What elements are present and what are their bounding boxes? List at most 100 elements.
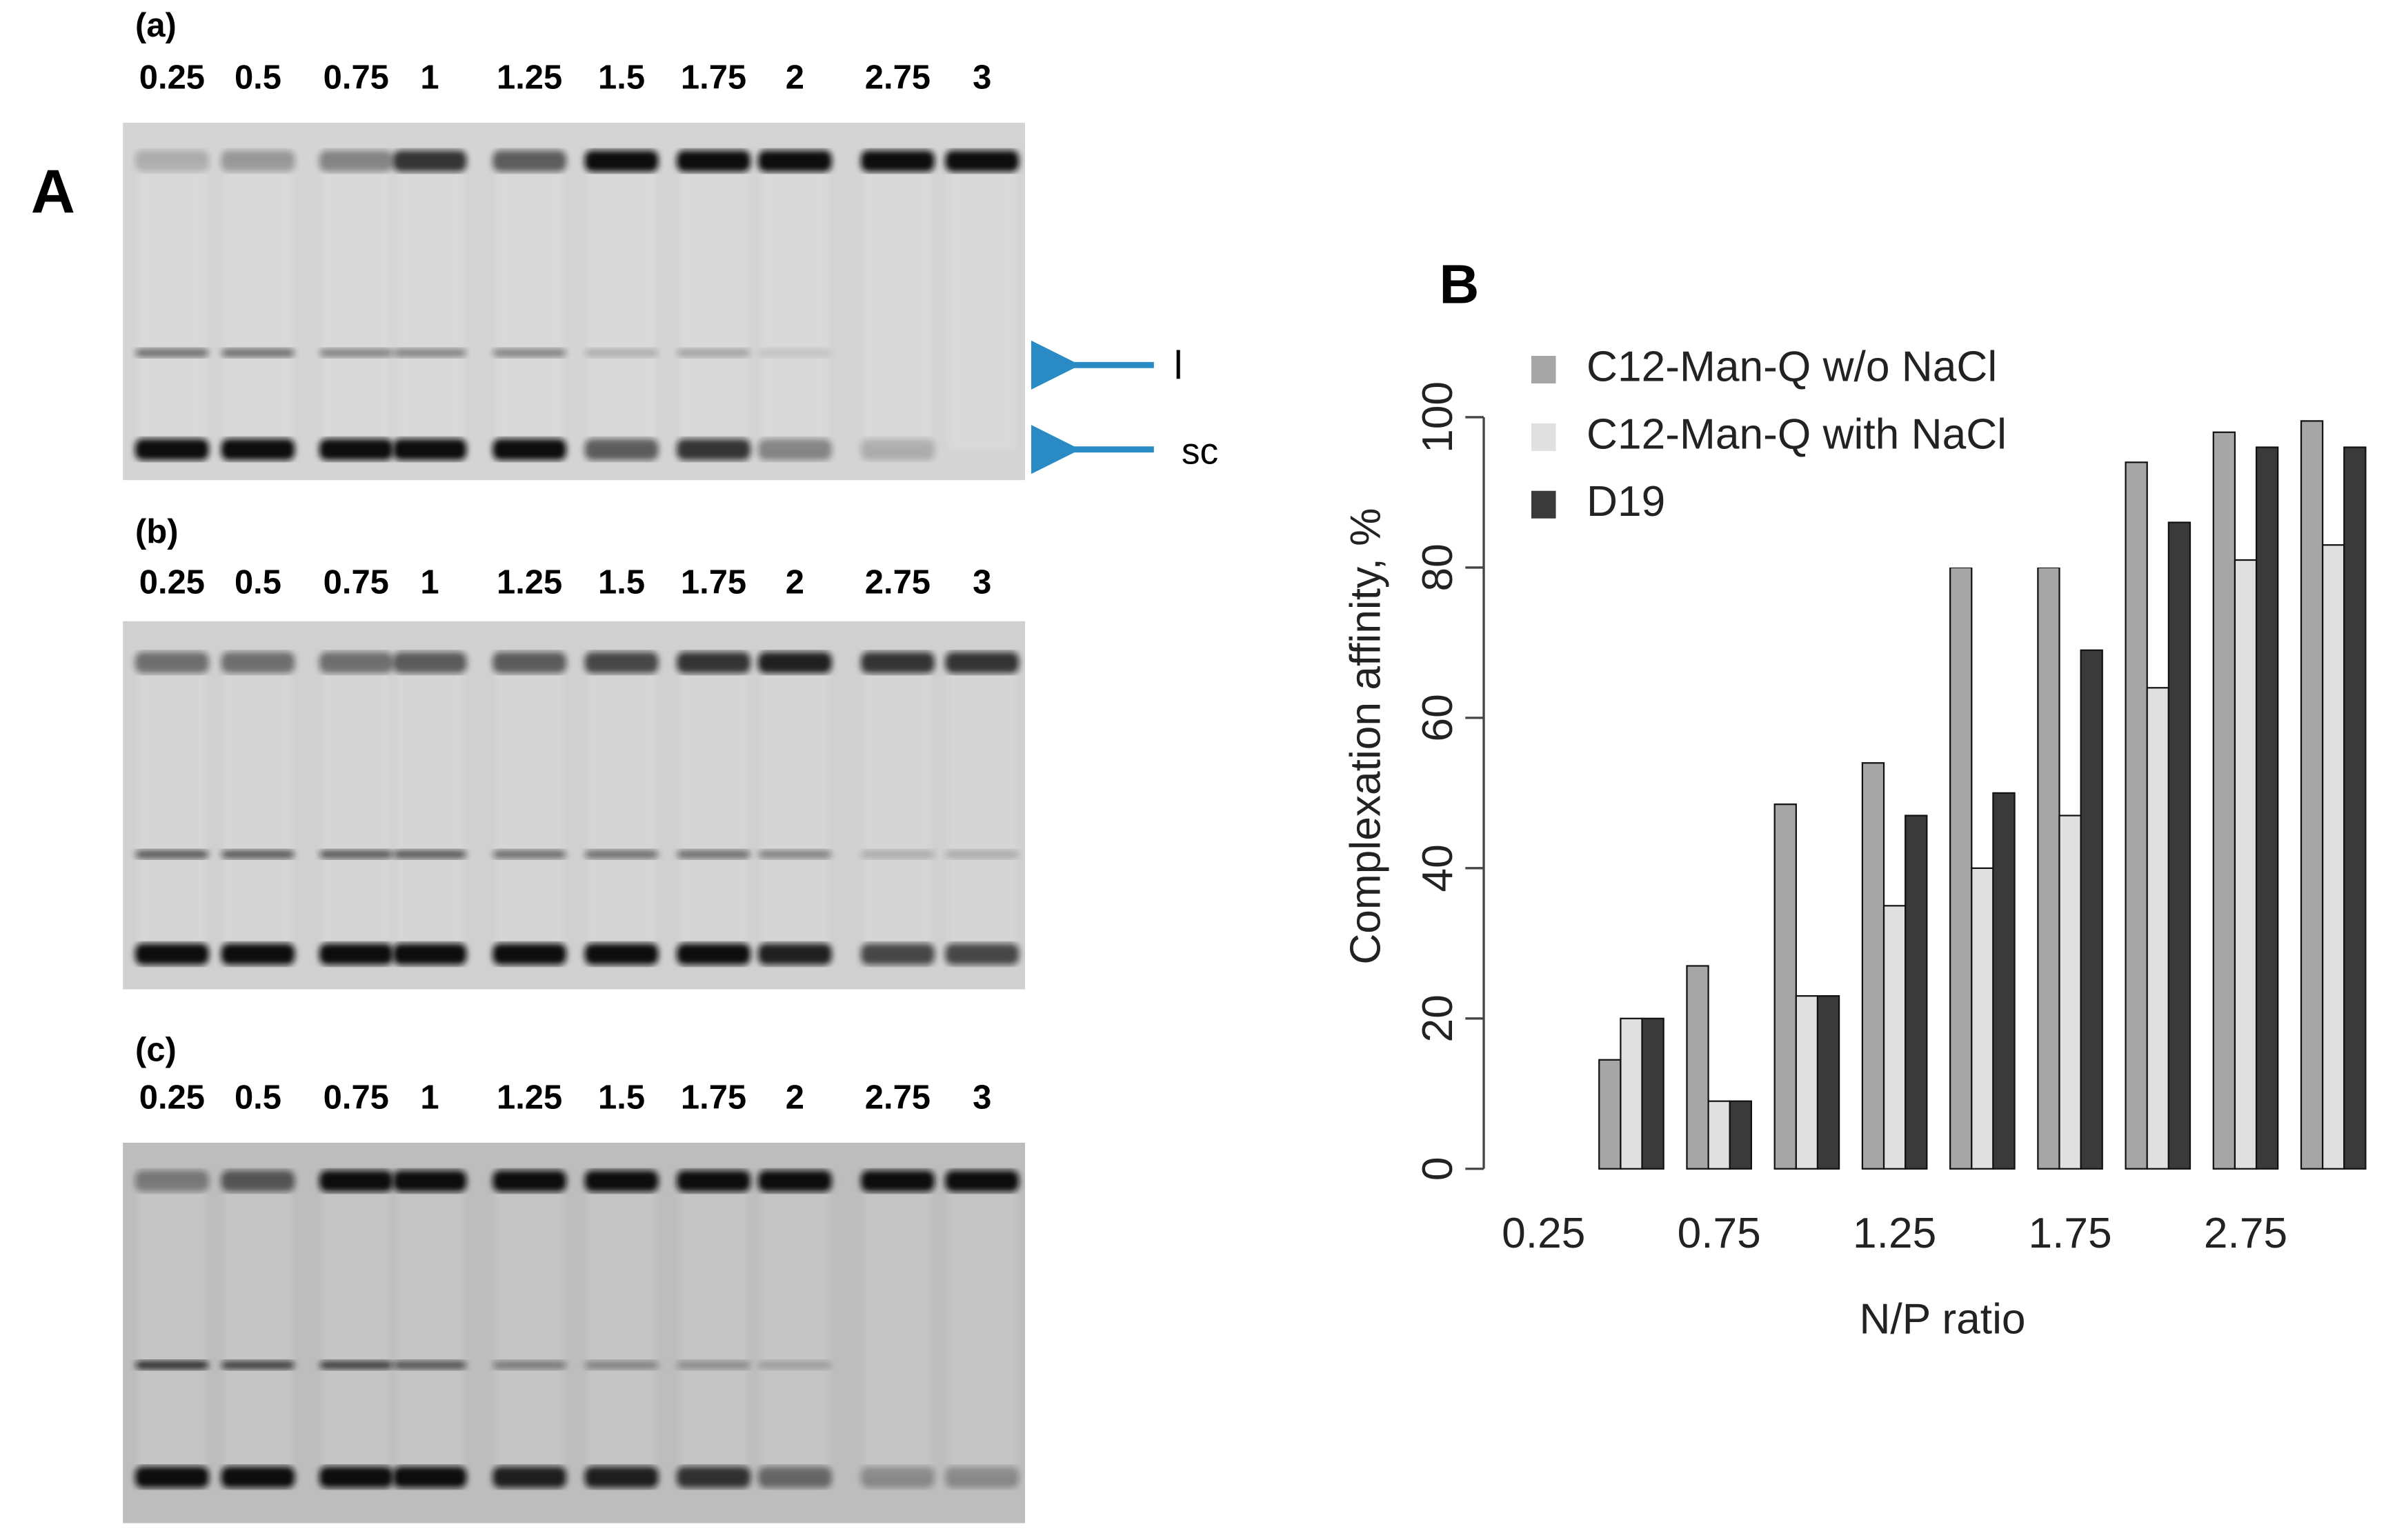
band: [758, 150, 832, 172]
bar: [2146, 687, 2169, 1170]
bar: [2080, 649, 2103, 1170]
band: [135, 1466, 209, 1488]
bar: [1949, 566, 1973, 1170]
band: [221, 439, 295, 461]
lane-label: 1.5: [598, 563, 645, 601]
lane-smear: [322, 1181, 390, 1477]
lane-label: 0.25: [139, 59, 205, 97]
y-axis-label: Complexation affinity, %: [1342, 508, 1390, 964]
band: [493, 1466, 566, 1488]
band-label: sc: [1182, 431, 1218, 472]
bar: [1795, 994, 1819, 1170]
y-tick-label: 0: [1414, 1157, 1462, 1181]
band: [392, 150, 467, 172]
gel-label: (b): [135, 513, 178, 550]
band: [135, 1170, 209, 1192]
bar: [2234, 559, 2258, 1170]
band: [861, 439, 935, 461]
band: [221, 652, 295, 674]
lane-smear: [948, 1181, 1016, 1477]
x-tick-label: 0.75: [1678, 1210, 1761, 1257]
bar: [2167, 521, 2191, 1170]
lane-smear: [322, 662, 390, 954]
legend-label: C12-Man-Q w/o NaCl: [1587, 343, 1997, 390]
band: [584, 348, 659, 358]
bar: [1641, 1017, 1664, 1170]
band: [392, 348, 467, 358]
y-tick-label: 80: [1414, 543, 1462, 591]
band: [319, 439, 393, 461]
band: [135, 652, 209, 674]
band: [135, 150, 209, 172]
lane-label: 3: [973, 563, 991, 601]
band: [493, 150, 566, 172]
band: [758, 850, 832, 859]
band: [677, 150, 750, 172]
lane-smear: [864, 1181, 932, 1477]
lane-smear: [224, 161, 292, 450]
lane-smear: [138, 161, 206, 450]
band: [677, 348, 750, 358]
band: [758, 1170, 832, 1192]
band: [221, 348, 295, 358]
lane-smear: [588, 161, 655, 450]
band: [945, 150, 1020, 172]
band: [392, 943, 467, 965]
band: [758, 348, 832, 358]
bar: [1816, 994, 1840, 1170]
lane-label: 1: [420, 563, 439, 601]
band: [493, 348, 566, 358]
band: [493, 1170, 566, 1192]
band: [135, 850, 209, 859]
lane-label: 3: [973, 1079, 991, 1117]
band: [135, 348, 209, 358]
band: [392, 439, 467, 461]
band: [319, 943, 393, 965]
y-tick-label: 60: [1414, 694, 1462, 741]
bar: [2300, 420, 2324, 1170]
band: [135, 943, 209, 965]
lane-smear: [396, 161, 464, 450]
band: [493, 943, 566, 965]
lane-label: 3: [973, 59, 991, 97]
lane-label: 0.5: [235, 1079, 281, 1117]
bar: [1861, 762, 1885, 1170]
lane-label: 2: [786, 563, 804, 601]
band: [221, 850, 295, 859]
lane-label: 1.5: [598, 1079, 645, 1117]
band: [319, 850, 393, 859]
lane-smear: [495, 662, 564, 954]
bar: [1707, 1100, 1731, 1170]
lane-smear: [224, 662, 292, 954]
lane-smear: [322, 161, 390, 450]
lane-label: 0.5: [235, 563, 281, 601]
lane-label: 2.75: [865, 59, 931, 97]
y-tick-label: 40: [1414, 844, 1462, 892]
bar: [2322, 544, 2345, 1170]
bar: [2037, 566, 2060, 1170]
lane-smear: [948, 662, 1016, 954]
band: [677, 439, 750, 461]
band: [677, 943, 750, 965]
panel-letter: B: [1440, 253, 1480, 314]
lane-label: 1.75: [681, 1079, 746, 1117]
bar: [1971, 867, 1994, 1170]
band: [221, 150, 295, 172]
lane-smear: [864, 662, 932, 954]
lane-label: 1.75: [681, 59, 746, 97]
band: [392, 1466, 467, 1488]
band: [392, 1170, 467, 1192]
bar: [2125, 461, 2148, 1170]
band: [135, 439, 209, 461]
gel-label: (c): [135, 1032, 177, 1069]
lane-label: 0.25: [139, 563, 205, 601]
lane-smear: [761, 161, 829, 450]
lane-smear: [864, 161, 932, 450]
legend-label: C12-Man-Q with NaCl: [1587, 410, 2007, 458]
band: [677, 850, 750, 859]
lane-label: 2: [786, 59, 804, 97]
band: [584, 652, 659, 674]
lane-smear: [679, 161, 748, 450]
gel-label: (a): [135, 7, 177, 44]
lane-label: 2: [786, 1079, 804, 1117]
